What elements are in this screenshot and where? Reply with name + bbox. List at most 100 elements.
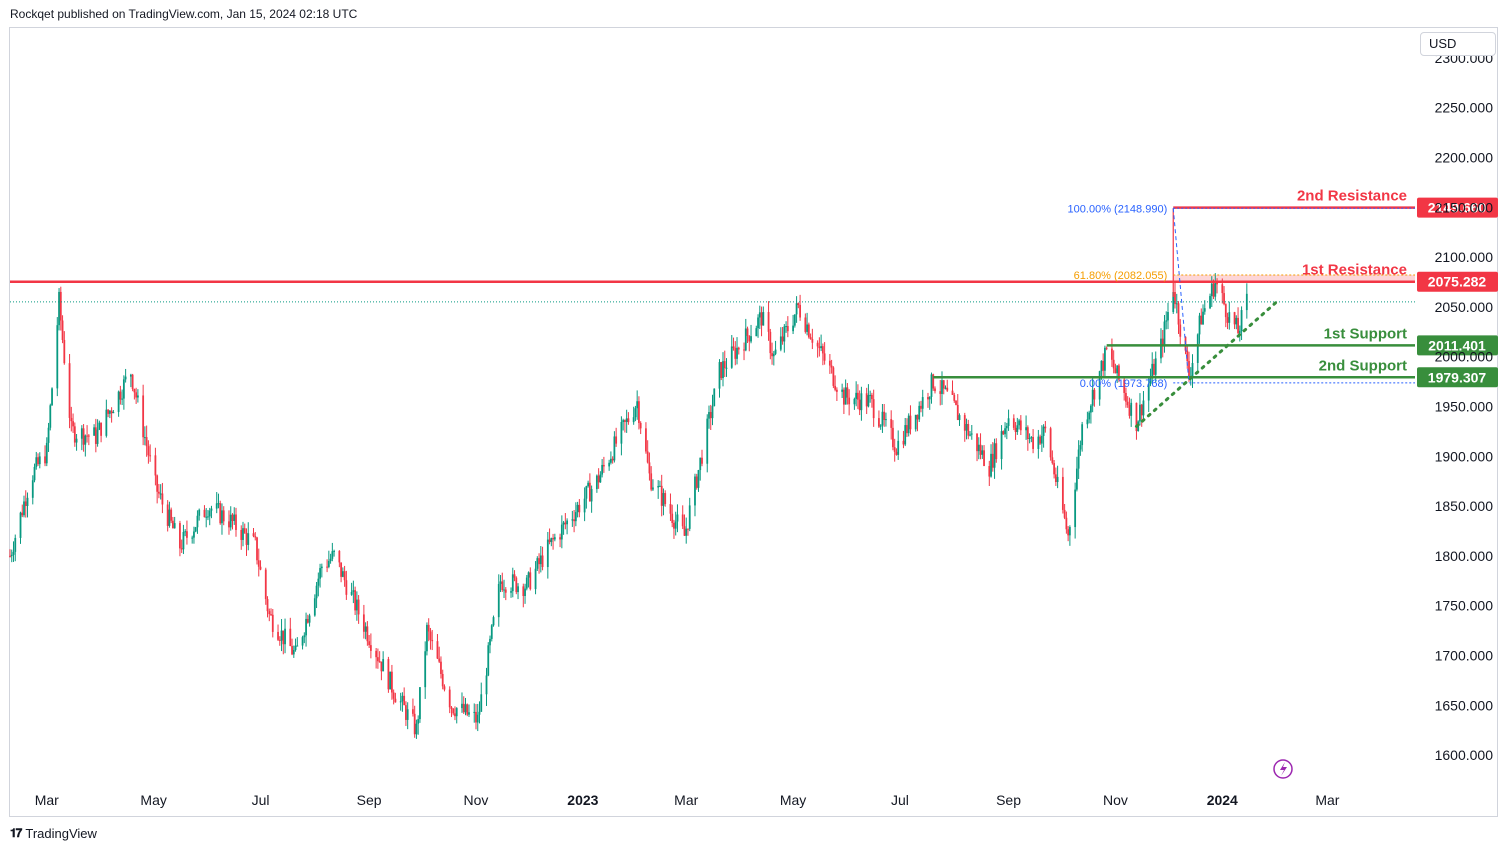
candle-body (695, 476, 698, 488)
footer-brand[interactable]: 𝟏𝟕 TradingView (10, 826, 97, 841)
candle-body (1130, 402, 1133, 416)
candle-body (1135, 402, 1138, 432)
candle-body (697, 470, 700, 488)
candle-body (1016, 425, 1019, 433)
candle-body (110, 410, 113, 414)
candle-body (664, 493, 667, 505)
candle-body (136, 395, 139, 398)
candle-body (963, 415, 966, 431)
candle-body (19, 512, 22, 538)
candle-body (49, 405, 52, 428)
candle-body (487, 645, 490, 676)
candle-body (135, 392, 138, 398)
candle-body (976, 433, 978, 452)
candle-body (492, 617, 495, 626)
candle-body (767, 312, 770, 332)
candle-body (650, 473, 653, 490)
candle-body (687, 528, 689, 530)
candle-body (1044, 426, 1047, 429)
candle-body (233, 514, 236, 521)
candle-body (196, 515, 199, 528)
candle-body (375, 650, 378, 658)
candle-body (795, 303, 798, 315)
candle-body (907, 415, 910, 434)
candle-body (61, 320, 64, 340)
candle-body (436, 641, 439, 659)
candle-body (485, 675, 488, 695)
candle-body (63, 339, 66, 364)
candle-body (897, 440, 900, 455)
fib-level-label: 61.80% (2082.055) (1074, 270, 1168, 282)
candle-body (441, 673, 444, 687)
candle-body (713, 388, 716, 407)
candle-body (270, 614, 272, 616)
candle-body (413, 713, 416, 735)
candle-body (228, 521, 230, 528)
candle-body (14, 537, 17, 552)
candle-body (1068, 527, 1071, 536)
candle-body (701, 457, 703, 464)
currency-button[interactable]: USD (1420, 32, 1496, 56)
candle-body (525, 577, 528, 589)
candle-body (560, 524, 563, 540)
candle-body (1118, 365, 1120, 380)
y-tick-label: 2100.000 (1435, 249, 1494, 265)
candle-body (522, 586, 525, 597)
candle-body (1086, 419, 1089, 425)
candle-body (934, 388, 936, 392)
x-tick-label: 2024 (1207, 792, 1238, 808)
candle-body (944, 387, 947, 389)
x-tick-label: Nov (1103, 792, 1128, 808)
candle-body (990, 453, 992, 477)
candle-body (939, 391, 942, 394)
level-name: 2nd Support (1319, 357, 1407, 374)
candle-body (247, 533, 250, 545)
candle-body (382, 659, 385, 672)
candle-body (636, 401, 639, 409)
candle-body (611, 458, 614, 461)
candle-body (1100, 360, 1103, 372)
candle-body (1163, 321, 1166, 347)
candle-body (87, 435, 90, 437)
candle-body (566, 520, 568, 525)
candle-body (207, 516, 209, 518)
candle-body (98, 422, 101, 430)
candle-body (406, 709, 409, 720)
candle-body (725, 367, 728, 369)
candle-body (1147, 384, 1150, 401)
candle-body (9, 555, 11, 557)
candle-body (315, 585, 318, 599)
candle-body (1174, 292, 1176, 305)
level-price-label: 2149.660 (1428, 200, 1487, 216)
candle-body (1116, 365, 1119, 374)
candle-body (194, 527, 197, 532)
y-tick-label: 2200.000 (1435, 149, 1494, 165)
candle-body (319, 568, 321, 579)
candle-body (399, 701, 402, 703)
candle-body (1007, 418, 1010, 427)
candle-body (743, 349, 745, 351)
candle-body (33, 466, 36, 481)
candle-body (750, 336, 752, 342)
chart-frame[interactable] (9, 27, 1498, 817)
candle-body (364, 626, 367, 632)
candle-body (927, 397, 929, 400)
candle-body (511, 574, 514, 592)
candle-body (490, 625, 493, 639)
candle-body (597, 475, 600, 483)
candle-body (1090, 405, 1092, 413)
level-price-tag (1417, 367, 1498, 388)
candle-body (816, 342, 819, 347)
x-tick-label: May (140, 792, 166, 808)
candle-body (1063, 509, 1066, 518)
candle-body (306, 618, 309, 623)
candle-body (245, 532, 248, 545)
candle-body (1226, 317, 1229, 323)
candle-body (659, 485, 661, 487)
candle-body (489, 638, 491, 646)
candle-body (166, 504, 169, 526)
candle-body (366, 626, 369, 642)
candle-body (462, 703, 465, 713)
lightning-icon[interactable] (1273, 759, 1293, 779)
